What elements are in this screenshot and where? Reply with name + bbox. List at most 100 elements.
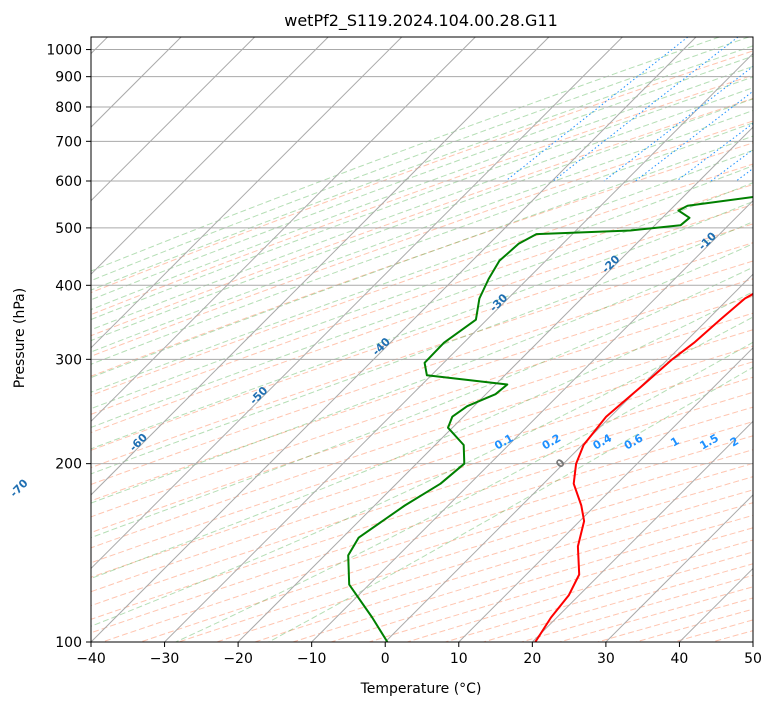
dry-adiabat <box>673 619 753 642</box>
dry-adiabat <box>91 74 753 316</box>
isotherm-gridline <box>531 420 753 642</box>
moist-adiabat <box>91 316 753 627</box>
moist-adiabat <box>91 182 753 428</box>
isotherm-gridline <box>384 273 753 642</box>
isotherm-label: -40 <box>370 335 393 358</box>
y-tick-label: 400 <box>55 278 82 294</box>
mixing-ratio-label: 1.5 <box>698 431 721 452</box>
dry-adiabat <box>91 50 753 294</box>
x-tick-label: 50 <box>744 651 762 667</box>
isotherm-gridline <box>91 37 476 423</box>
isotherm-label: -70 <box>7 476 30 499</box>
dry-adiabat <box>91 163 753 397</box>
y-tick-label: 700 <box>55 134 82 150</box>
isotherm-gridline <box>91 37 403 349</box>
dry-adiabat <box>91 183 753 415</box>
y-tick-label: 600 <box>55 174 82 190</box>
dry-adiabat <box>91 312 753 534</box>
mixing-ratio-line <box>635 90 753 182</box>
y-tick-label: 900 <box>55 70 82 86</box>
mixing-ratio-label: 0.1 <box>492 431 515 452</box>
dry-adiabat <box>407 539 753 642</box>
y-axis-label: Pressure (hPa) <box>12 288 28 388</box>
isotherm-gridline <box>458 347 753 642</box>
dry-adiabat <box>216 476 753 642</box>
x-tick-label: 30 <box>597 651 615 667</box>
y-tick-label: 800 <box>55 100 82 116</box>
isotherm-gridline <box>91 37 329 275</box>
dry-adiabat <box>369 527 753 642</box>
x-tick-label: 10 <box>450 651 468 667</box>
dry-adiabat <box>178 462 753 642</box>
mixing-ratio-line <box>603 65 753 182</box>
moist-adiabat <box>91 98 753 342</box>
x-tick-label: −10 <box>297 651 327 667</box>
mixing-ratio-label: 0.6 <box>622 431 646 452</box>
mixing-ratio-label: 0.2 <box>540 431 563 452</box>
x-tick-label: −20 <box>223 651 253 667</box>
isotherm-gridline <box>164 52 753 642</box>
dry-adiabat <box>91 361 753 578</box>
dry-adiabat <box>292 502 753 642</box>
mixing-ratio-label: 2 <box>728 434 741 449</box>
y-tick-label: 300 <box>55 352 82 368</box>
moist-adiabat <box>91 165 753 410</box>
dry-adiabat <box>140 449 753 642</box>
isotherm-label: -10 <box>696 229 719 252</box>
isotherm-gridline <box>91 37 256 202</box>
temperature-profile-line <box>534 292 753 642</box>
mixing-ratio-line <box>552 37 739 182</box>
dry-adiabat <box>91 329 753 549</box>
dry-adiabat <box>750 640 753 642</box>
isotherm-label: -30 <box>487 291 510 314</box>
isotherm-gridline <box>91 37 697 642</box>
dry-adiabat <box>91 345 753 564</box>
x-tick-label: 40 <box>671 651 689 667</box>
x-tick-label: 0 <box>381 651 390 667</box>
moist-adiabat <box>91 87 753 331</box>
dry-adiabat <box>91 97 753 337</box>
isotherm-gridline <box>752 641 753 642</box>
y-tick-label: 100 <box>55 635 82 651</box>
x-tick-label: −30 <box>150 651 180 667</box>
dry-adiabat <box>330 514 753 642</box>
dry-adiabat <box>91 142 753 377</box>
moist-adiabat <box>91 76 753 321</box>
plot-frame <box>90 36 754 643</box>
chart-title: wetPf2_S119.2024.104.00.28.G11 <box>284 11 558 31</box>
dry-adiabat <box>597 597 753 642</box>
dry-adiabat <box>91 260 753 485</box>
isotherm-gridline <box>91 37 623 570</box>
x-axis-label: Temperature (°C) <box>360 681 482 697</box>
dry-adiabat <box>445 551 753 642</box>
isotherm-gridline <box>91 37 550 496</box>
isotherm-gridline <box>605 494 753 642</box>
moist-adiabat <box>91 55 753 301</box>
dry-adiabat <box>102 435 753 642</box>
dry-adiabat <box>91 406 753 620</box>
dry-adiabat <box>91 223 753 451</box>
moist-adiabat <box>91 45 753 291</box>
isotherm-label: -60 <box>127 431 150 454</box>
moist-adiabat <box>91 149 753 393</box>
moist-adiabat <box>91 37 720 272</box>
isotherm-gridline <box>311 199 753 642</box>
moist-adiabat <box>91 109 753 353</box>
dewpoint-profile-line <box>347 195 753 642</box>
isotherm-gridline <box>237 126 753 642</box>
moist-adiabat <box>91 200 753 450</box>
y-tick-label: 500 <box>55 221 82 237</box>
mixing-ratio-line <box>735 167 753 182</box>
mixing-ratio-line <box>505 37 689 182</box>
mixing-ratio-label: 1 <box>668 434 681 449</box>
y-tick-label: 200 <box>55 457 82 473</box>
dry-adiabat <box>91 376 753 593</box>
y-tick-label: 1000 <box>46 43 82 59</box>
x-tick-label: −40 <box>76 651 106 667</box>
x-tick-label: 20 <box>523 651 541 667</box>
moist-adiabat <box>91 266 753 539</box>
isotherm-gridline <box>679 567 753 642</box>
plot-area <box>91 37 753 642</box>
